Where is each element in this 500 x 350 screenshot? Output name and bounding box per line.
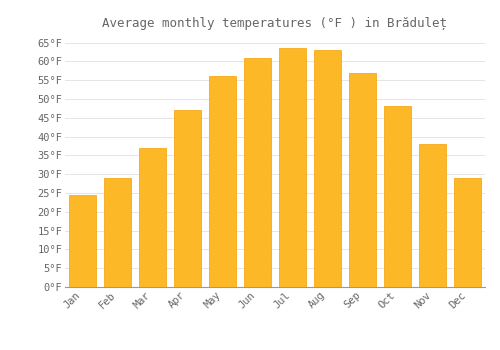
Bar (420, 144, 446, 287)
Bar (384, 106, 410, 287)
Bar (70, 195, 96, 287)
Bar (174, 110, 201, 287)
Bar (140, 148, 166, 287)
Bar (104, 178, 130, 287)
Title: Average monthly temperatures (°F ) in Brăduleț: Average monthly temperatures (°F ) in Br… (102, 17, 448, 30)
Bar (454, 178, 480, 287)
Bar (350, 72, 376, 287)
Bar (314, 50, 340, 287)
Bar (244, 57, 270, 287)
Bar (210, 76, 236, 287)
Bar (280, 48, 305, 287)
